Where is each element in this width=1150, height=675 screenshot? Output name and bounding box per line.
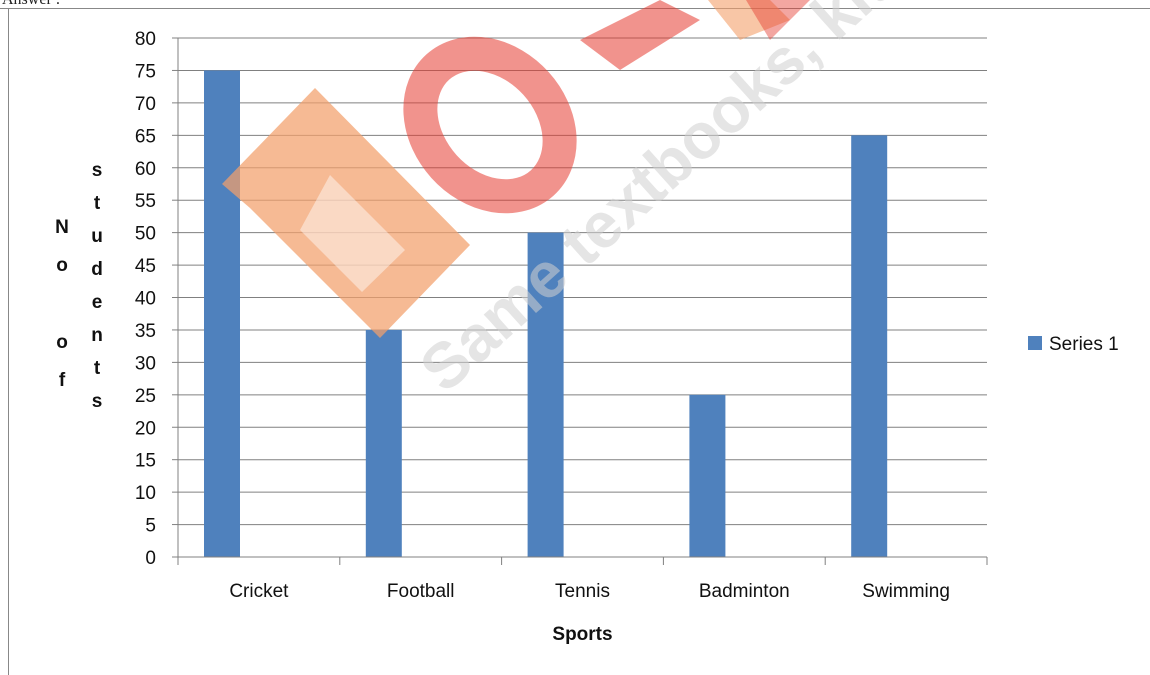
y-tick-label: 40	[135, 289, 156, 310]
legend: Series 1	[1028, 334, 1119, 355]
y-axis-title-letter: f	[59, 370, 66, 391]
legend-label: Series 1	[1049, 334, 1119, 355]
y-axis-title-letter: d	[91, 259, 103, 280]
bar-cricket	[204, 70, 240, 557]
axis-layer	[172, 37, 988, 565]
bar-tennis	[527, 232, 564, 557]
y-tick-label: 35	[135, 321, 156, 342]
y-tick-label: 75	[135, 61, 156, 82]
y-axis-title-letter: o	[56, 255, 68, 276]
watermark-logo-a	[746, 0, 810, 40]
watermark-logo-shape	[222, 88, 470, 338]
x-tick-label: Swimming	[862, 581, 950, 602]
y-tick-label: 15	[135, 451, 156, 472]
bar-badminton	[689, 394, 726, 557]
x-tick-label: Football	[387, 581, 455, 602]
y-tick-label: 50	[135, 224, 156, 245]
y-axis-title-letter: o	[56, 332, 68, 353]
y-tick-label: 25	[135, 386, 156, 407]
y-tick-label: 20	[135, 418, 156, 439]
watermark-logo-y	[708, 0, 790, 40]
y-tick-label: 60	[135, 159, 156, 180]
bar-football	[365, 329, 402, 557]
watermark-text: Same textbooks, kit	[406, 0, 901, 405]
y-tick-label: 30	[135, 353, 156, 374]
x-tick-label: Tennis	[555, 581, 610, 602]
frame-top-border	[0, 8, 1150, 9]
top-text: Answer :	[2, 0, 60, 9]
x-tick-label: Cricket	[229, 581, 289, 602]
legend-swatch	[1028, 336, 1042, 350]
y-tick-label: 70	[135, 94, 156, 115]
y-axis-title-letter: e	[92, 292, 103, 313]
watermark-logo-cutout	[300, 175, 405, 292]
y-tick-label: 10	[135, 483, 156, 504]
y-tick-label: 80	[135, 29, 156, 50]
y-tick-label: 45	[135, 256, 156, 277]
frame-left-border	[8, 8, 9, 675]
y-axis-title-letter: t	[94, 193, 101, 214]
x-axis-title: Sports	[552, 624, 612, 645]
bar-swimming	[851, 135, 888, 557]
y-axis-title-letter: N	[55, 217, 69, 238]
y-axis-title-letter: s	[92, 391, 103, 412]
watermark-logo-p	[580, 0, 700, 70]
label-layer: 0 5 10 15 20 25 30 35 40 45 50 55 60 65 70 75 80 Cricket F…	[55, 29, 950, 645]
y-axis-title-letter: u	[91, 226, 103, 247]
y-tick-label: 0	[145, 548, 156, 569]
y-axis-title-letter: s	[92, 160, 103, 181]
y-tick-label: 5	[145, 516, 156, 537]
watermark-logo-o	[403, 36, 577, 214]
y-axis-title-letter: n	[91, 325, 103, 346]
y-axis-title-letter: t	[94, 358, 101, 379]
y-tick-label: 55	[135, 191, 156, 212]
x-tick-label: Badminton	[699, 581, 790, 602]
bar-layer	[204, 70, 888, 557]
y-tick-label: 65	[135, 126, 156, 147]
